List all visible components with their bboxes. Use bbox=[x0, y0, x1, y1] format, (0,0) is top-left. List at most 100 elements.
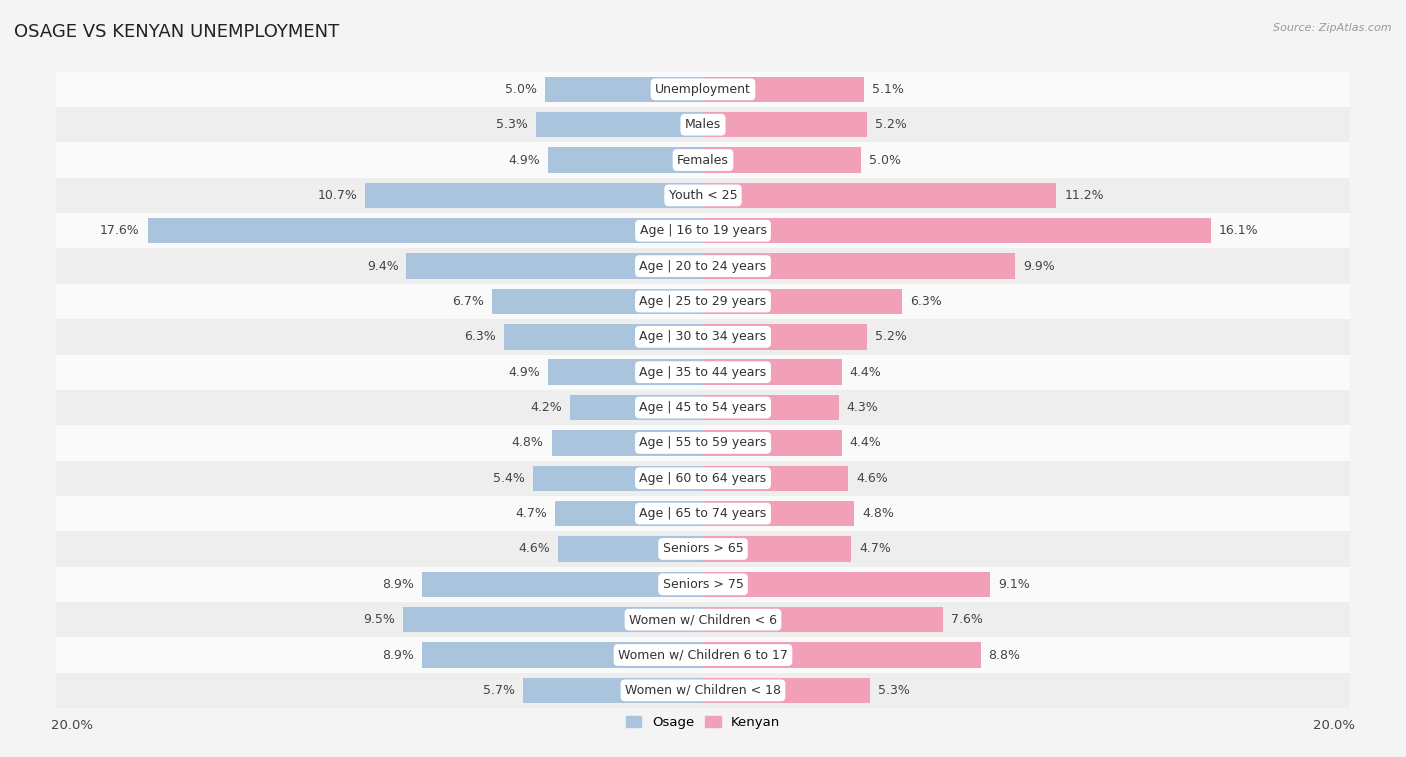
Bar bbox=[703, 288, 901, 314]
Text: Women w/ Children < 18: Women w/ Children < 18 bbox=[626, 684, 780, 697]
Text: 8.8%: 8.8% bbox=[988, 649, 1021, 662]
Text: 4.8%: 4.8% bbox=[862, 507, 894, 520]
Text: 5.3%: 5.3% bbox=[879, 684, 910, 697]
Bar bbox=[8, 142, 1398, 178]
Text: 5.0%: 5.0% bbox=[505, 83, 537, 96]
Bar bbox=[703, 254, 1015, 279]
Bar bbox=[571, 395, 703, 420]
Text: 4.9%: 4.9% bbox=[509, 366, 540, 378]
Bar bbox=[703, 466, 848, 491]
Bar bbox=[703, 642, 980, 668]
Text: 4.4%: 4.4% bbox=[849, 436, 882, 450]
Bar bbox=[523, 678, 703, 703]
Text: 4.7%: 4.7% bbox=[859, 543, 891, 556]
Bar bbox=[8, 567, 1398, 602]
Text: Women w/ Children 6 to 17: Women w/ Children 6 to 17 bbox=[619, 649, 787, 662]
Text: Age | 25 to 29 years: Age | 25 to 29 years bbox=[640, 295, 766, 308]
Bar bbox=[551, 430, 703, 456]
Bar bbox=[703, 572, 990, 597]
Text: Seniors > 65: Seniors > 65 bbox=[662, 543, 744, 556]
Text: 5.2%: 5.2% bbox=[875, 118, 907, 131]
Text: Seniors > 75: Seniors > 75 bbox=[662, 578, 744, 590]
Bar bbox=[703, 430, 842, 456]
Text: OSAGE VS KENYAN UNEMPLOYMENT: OSAGE VS KENYAN UNEMPLOYMENT bbox=[14, 23, 339, 41]
Bar bbox=[703, 76, 863, 102]
Text: 5.3%: 5.3% bbox=[496, 118, 527, 131]
Text: 4.7%: 4.7% bbox=[515, 507, 547, 520]
Bar bbox=[422, 572, 703, 597]
Bar bbox=[703, 501, 855, 526]
Text: 5.1%: 5.1% bbox=[872, 83, 904, 96]
Text: 11.2%: 11.2% bbox=[1064, 189, 1104, 202]
Bar bbox=[404, 607, 703, 632]
Bar bbox=[8, 673, 1398, 708]
Text: 5.2%: 5.2% bbox=[875, 330, 907, 344]
Text: Age | 45 to 54 years: Age | 45 to 54 years bbox=[640, 401, 766, 414]
Bar bbox=[703, 607, 943, 632]
Text: 7.6%: 7.6% bbox=[950, 613, 983, 626]
Bar bbox=[8, 425, 1398, 460]
Text: 6.3%: 6.3% bbox=[910, 295, 942, 308]
Bar bbox=[8, 319, 1398, 354]
Bar bbox=[8, 284, 1398, 319]
Text: Age | 60 to 64 years: Age | 60 to 64 years bbox=[640, 472, 766, 484]
Text: Age | 55 to 59 years: Age | 55 to 59 years bbox=[640, 436, 766, 450]
Text: 10.7%: 10.7% bbox=[318, 189, 357, 202]
Bar bbox=[703, 360, 842, 385]
Bar bbox=[548, 360, 703, 385]
Bar bbox=[533, 466, 703, 491]
Text: 6.7%: 6.7% bbox=[451, 295, 484, 308]
Bar bbox=[505, 324, 703, 350]
Bar bbox=[558, 536, 703, 562]
Text: 9.5%: 9.5% bbox=[364, 613, 395, 626]
Text: Age | 20 to 24 years: Age | 20 to 24 years bbox=[640, 260, 766, 273]
Bar bbox=[406, 254, 703, 279]
Text: 4.2%: 4.2% bbox=[531, 401, 562, 414]
Bar bbox=[8, 531, 1398, 567]
Bar bbox=[8, 248, 1398, 284]
Text: 4.3%: 4.3% bbox=[846, 401, 879, 414]
Text: 4.6%: 4.6% bbox=[856, 472, 887, 484]
Text: 4.9%: 4.9% bbox=[509, 154, 540, 167]
Bar bbox=[703, 324, 868, 350]
Text: 4.8%: 4.8% bbox=[512, 436, 544, 450]
Bar bbox=[8, 107, 1398, 142]
Bar bbox=[366, 182, 703, 208]
Text: Women w/ Children < 6: Women w/ Children < 6 bbox=[628, 613, 778, 626]
Text: 4.4%: 4.4% bbox=[849, 366, 882, 378]
Bar bbox=[703, 678, 870, 703]
Text: 5.0%: 5.0% bbox=[869, 154, 901, 167]
Bar bbox=[148, 218, 703, 244]
Text: Youth < 25: Youth < 25 bbox=[669, 189, 737, 202]
Bar bbox=[703, 536, 851, 562]
Bar bbox=[8, 72, 1398, 107]
Bar bbox=[703, 218, 1211, 244]
Bar bbox=[548, 148, 703, 173]
Text: 5.7%: 5.7% bbox=[484, 684, 515, 697]
Text: Females: Females bbox=[678, 154, 728, 167]
Text: Unemployment: Unemployment bbox=[655, 83, 751, 96]
Text: Age | 16 to 19 years: Age | 16 to 19 years bbox=[640, 224, 766, 237]
Text: 5.4%: 5.4% bbox=[494, 472, 524, 484]
Bar bbox=[555, 501, 703, 526]
Text: Males: Males bbox=[685, 118, 721, 131]
Bar bbox=[8, 460, 1398, 496]
Bar bbox=[492, 288, 703, 314]
Bar bbox=[8, 390, 1398, 425]
Bar bbox=[536, 112, 703, 138]
Text: Age | 65 to 74 years: Age | 65 to 74 years bbox=[640, 507, 766, 520]
Text: 4.6%: 4.6% bbox=[519, 543, 550, 556]
Text: 16.1%: 16.1% bbox=[1219, 224, 1258, 237]
Text: 8.9%: 8.9% bbox=[382, 649, 415, 662]
Text: 8.9%: 8.9% bbox=[382, 578, 415, 590]
Text: 9.9%: 9.9% bbox=[1024, 260, 1054, 273]
Bar bbox=[8, 496, 1398, 531]
Text: 6.3%: 6.3% bbox=[464, 330, 496, 344]
Text: 9.1%: 9.1% bbox=[998, 578, 1029, 590]
Text: Age | 35 to 44 years: Age | 35 to 44 years bbox=[640, 366, 766, 378]
Text: Source: ZipAtlas.com: Source: ZipAtlas.com bbox=[1274, 23, 1392, 33]
Bar bbox=[8, 213, 1398, 248]
Bar bbox=[422, 642, 703, 668]
Text: 9.4%: 9.4% bbox=[367, 260, 398, 273]
Bar bbox=[703, 182, 1056, 208]
